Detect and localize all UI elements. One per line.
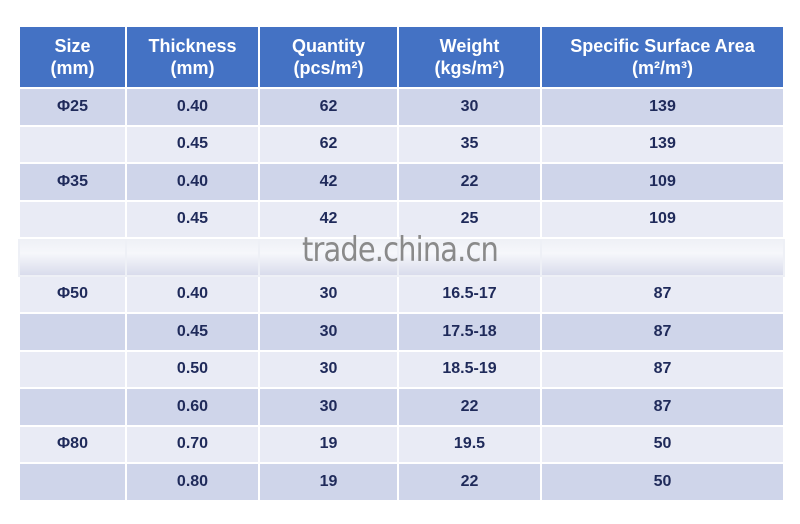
cell-weight: 22 [397,462,542,502]
cell-quantity: 62 [258,124,399,164]
cell-size [18,349,127,389]
cell-thickness: 0.70 [125,424,260,464]
table-row [18,237,785,277]
cell-thickness: 0.50 [125,349,260,389]
header-size: Size (mm) [18,25,127,89]
table-row: Φ80 0.70 19 19.5 50 [18,424,785,464]
cell-size [18,237,127,277]
cell-quantity: 19 [258,462,399,502]
cell-thickness [125,237,260,277]
cell-weight: 25 [397,199,542,239]
cell-weight: 17.5-18 [397,312,542,352]
cell-weight: 35 [397,124,542,164]
header-line: Thickness [148,36,237,56]
header-line: (kgs/m²) [434,58,505,78]
cell-size: Φ35 [18,162,127,202]
cell-thickness: 0.40 [125,274,260,314]
cell-thickness: 0.80 [125,462,260,502]
cell-thickness: 0.45 [125,312,260,352]
cell-thickness: 0.40 [125,162,260,202]
cell-surface-area: 87 [540,312,785,352]
cell-size [18,462,127,502]
cell-quantity: 42 [258,162,399,202]
header-thickness: Thickness (mm) [125,25,260,89]
header-line: (pcs/m²) [293,58,364,78]
cell-quantity: 30 [258,274,399,314]
header-quantity: Quantity (pcs/m²) [258,25,399,89]
cell-quantity: 30 [258,312,399,352]
table-row: 0.45 62 35 139 [18,124,785,164]
cell-surface-area: 139 [540,87,785,127]
cell-surface-area: 87 [540,349,785,389]
table-row: Φ50 0.40 30 16.5-17 87 [18,274,785,314]
cell-weight: 19.5 [397,424,542,464]
header-line: Quantity [291,36,365,56]
cell-surface-area: 50 [540,462,785,502]
cell-quantity: 30 [258,349,399,389]
cell-surface-area: 87 [540,274,785,314]
cell-size: Φ80 [18,424,127,464]
header-line: (mm) [170,58,215,78]
table-row: 0.60 30 22 87 [18,387,785,427]
cell-weight: 22 [397,162,542,202]
table-row: 0.45 42 25 109 [18,199,785,239]
table-row: 0.50 30 18.5-19 87 [18,349,785,389]
cell-surface-area: 109 [540,199,785,239]
cell-weight [397,237,542,277]
cell-size: Φ25 [18,87,127,127]
cell-surface-area: 87 [540,387,785,427]
watermark: trade.china.cn [301,230,499,270]
specification-table: Size (mm) Thickness (mm) Quantity (pcs/m²) Wei… [18,25,785,502]
table-row: Φ25 0.40 62 30 139 [18,87,785,127]
cell-weight: 16.5-17 [397,274,542,314]
cell-thickness: 0.40 [125,87,260,127]
header-surface-area: Specific Surface Area (m²/m³) [540,25,785,89]
cell-weight: 30 [397,87,542,127]
cell-size [18,387,127,427]
cell-surface-area [540,237,785,277]
cell-quantity: 19 [258,424,399,464]
header-line: Size [54,36,91,56]
header-weight: Weight (kgs/m²) [397,25,542,89]
table-row: Φ35 0.40 42 22 109 [18,162,785,202]
cell-weight: 22 [397,387,542,427]
header-row: Size (mm) Thickness (mm) Quantity (pcs/m²) Wei… [18,25,785,89]
cell-size [18,199,127,239]
header-line: (m²/m³) [632,58,693,78]
cell-weight: 18.5-19 [397,349,542,389]
cell-surface-area: 139 [540,124,785,164]
cell-thickness: 0.45 [125,124,260,164]
cell-thickness: 0.60 [125,387,260,427]
table-row: 0.45 30 17.5-18 87 [18,312,785,352]
table-row: 0.80 19 22 50 [18,462,785,502]
cell-surface-area: 109 [540,162,785,202]
cell-size [18,124,127,164]
cell-quantity: 62 [258,87,399,127]
cell-thickness: 0.45 [125,199,260,239]
cell-quantity [258,237,399,277]
cell-quantity: 42 [258,199,399,239]
cell-size [18,312,127,352]
cell-size: Φ50 [18,274,127,314]
header-line: Weight [439,36,500,56]
header-line: (mm) [50,58,95,78]
cell-quantity: 30 [258,387,399,427]
header-line: Specific Surface Area [570,36,755,56]
cell-surface-area: 50 [540,424,785,464]
